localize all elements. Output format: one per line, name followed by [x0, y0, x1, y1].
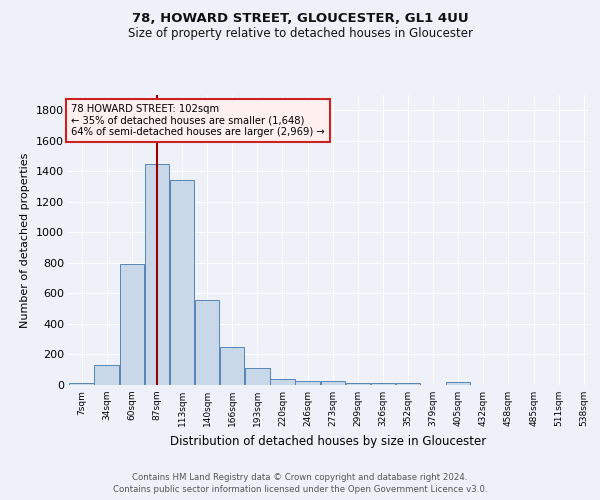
Bar: [295, 381, 320, 385]
Bar: [70, 384, 94, 385]
Bar: [145, 164, 169, 385]
Bar: [94, 365, 119, 385]
Bar: [270, 379, 295, 385]
Bar: [245, 368, 269, 385]
Text: 78 HOWARD STREET: 102sqm
← 35% of detached houses are smaller (1,648)
64% of sem: 78 HOWARD STREET: 102sqm ← 35% of detach…: [71, 104, 325, 138]
Bar: [346, 382, 370, 385]
Bar: [446, 382, 470, 385]
Bar: [320, 381, 345, 385]
Text: Size of property relative to detached houses in Gloucester: Size of property relative to detached ho…: [128, 28, 473, 40]
Bar: [396, 384, 420, 385]
Y-axis label: Number of detached properties: Number of detached properties: [20, 152, 31, 328]
Bar: [371, 382, 395, 385]
X-axis label: Distribution of detached houses by size in Gloucester: Distribution of detached houses by size …: [170, 434, 487, 448]
Text: Contains public sector information licensed under the Open Government Licence v3: Contains public sector information licen…: [113, 485, 487, 494]
Bar: [119, 264, 144, 385]
Text: Contains HM Land Registry data © Crown copyright and database right 2024.: Contains HM Land Registry data © Crown c…: [132, 472, 468, 482]
Bar: [220, 347, 244, 385]
Bar: [195, 300, 220, 385]
Text: 78, HOWARD STREET, GLOUCESTER, GL1 4UU: 78, HOWARD STREET, GLOUCESTER, GL1 4UU: [131, 12, 469, 26]
Bar: [170, 180, 194, 385]
